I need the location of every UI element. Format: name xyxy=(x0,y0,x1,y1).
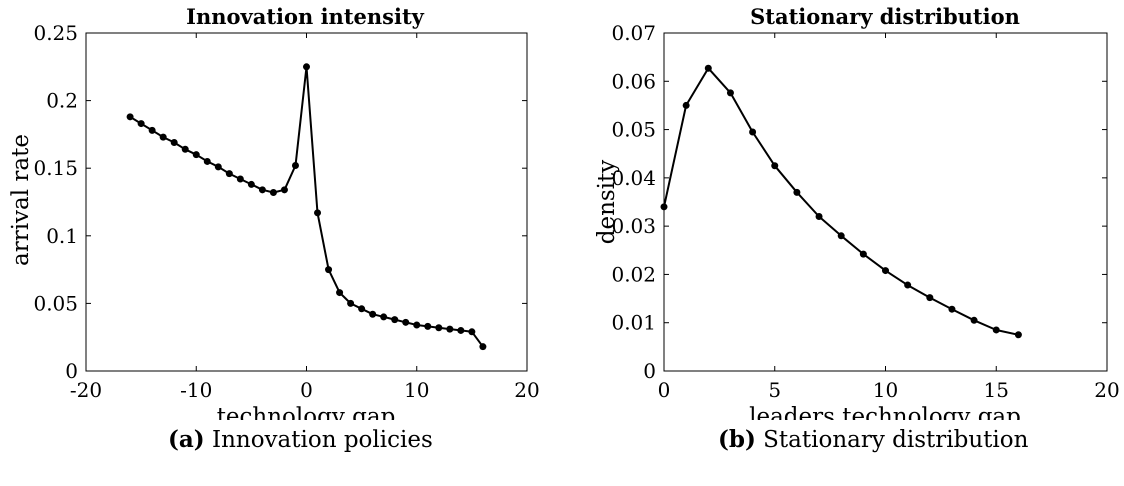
y-tick-label: 0.07 xyxy=(611,21,656,45)
data-point xyxy=(815,212,823,220)
y-axis-label: arrival rate xyxy=(8,134,34,266)
y-axis-label: density xyxy=(594,160,620,245)
data-point xyxy=(749,128,757,136)
y-tick-label: 0.03 xyxy=(611,214,656,238)
data-point xyxy=(660,203,668,211)
y-tick-label: 0.05 xyxy=(33,291,78,315)
data-point xyxy=(926,294,934,302)
data-point xyxy=(402,318,410,326)
data-point xyxy=(726,89,734,97)
x-tick-label: 10 xyxy=(873,378,898,402)
x-tick-label: -20 xyxy=(70,378,102,402)
chart-stationary-distribution: Stationary distribution 0 0.01 0.02 0.03 0.0… xyxy=(594,4,1120,420)
data-point xyxy=(837,232,845,240)
data-point xyxy=(203,157,211,165)
data-point xyxy=(479,343,487,351)
y-axis-ticks: 0 0.05 0.1 0.15 0.2 0.25 xyxy=(33,21,527,383)
x-axis-ticks: -20 -10 0 10 20 xyxy=(70,33,540,402)
data-point xyxy=(358,305,366,313)
data-point xyxy=(280,186,288,194)
caption-text: Stationary distribution xyxy=(763,427,1029,453)
data-point xyxy=(137,120,145,128)
x-tick-label: -10 xyxy=(180,378,212,402)
data-point xyxy=(1014,331,1022,339)
caption-tag: (a) xyxy=(168,426,205,453)
y-tick-label: 0.04 xyxy=(611,166,656,190)
caption-b: (b) Stationary distribution xyxy=(718,426,1028,453)
data-point xyxy=(413,321,421,329)
x-tick-label: 5 xyxy=(768,378,781,402)
data-point xyxy=(682,101,690,109)
data-point xyxy=(236,175,244,183)
x-tick-label: 20 xyxy=(514,378,539,402)
series-layer xyxy=(126,63,487,351)
y-tick-label: 0.01 xyxy=(611,311,656,335)
series-layer xyxy=(660,64,1022,339)
y-tick-label: 0.25 xyxy=(33,21,78,45)
data-point xyxy=(468,328,476,336)
data-point xyxy=(269,189,277,197)
data-point xyxy=(369,310,377,318)
x-tick-label: 15 xyxy=(984,378,1009,402)
data-point xyxy=(446,325,454,333)
caption-tag: (b) xyxy=(718,426,756,453)
data-point xyxy=(904,281,912,289)
data-point xyxy=(859,250,867,258)
x-axis-label: technology gap xyxy=(217,404,396,420)
x-axis-label: leaders technology gap xyxy=(749,404,1021,420)
data-point xyxy=(771,162,779,170)
data-point xyxy=(181,145,189,153)
plot-area-frame xyxy=(663,32,1108,372)
data-point xyxy=(225,170,233,178)
series-line xyxy=(663,67,1019,336)
x-tick-label: 0 xyxy=(300,378,313,402)
data-point xyxy=(325,266,333,274)
y-tick-label: 0 xyxy=(65,359,78,383)
data-point xyxy=(258,186,266,194)
y-axis-ticks: 0 0.01 0.02 0.03 0.04 0.05 0.06 0.07 xyxy=(611,21,1107,383)
data-point xyxy=(159,133,167,141)
data-point xyxy=(148,126,156,134)
x-tick-label: 10 xyxy=(404,378,429,402)
x-tick-label: 0 xyxy=(658,378,671,402)
data-point xyxy=(424,322,432,330)
y-tick-label: 0.05 xyxy=(611,118,656,142)
data-point xyxy=(170,139,178,147)
chart-innovation-intensity: Innovation intensity 0 0.05 0.1 0.15 0.2 0.25… xyxy=(8,4,540,420)
data-point xyxy=(192,151,200,159)
plot-area-frame xyxy=(85,32,528,372)
data-point xyxy=(247,180,255,188)
series-line xyxy=(129,65,484,348)
chart-title: Innovation intensity xyxy=(186,4,425,29)
y-tick-label: 0.06 xyxy=(611,69,656,93)
data-point xyxy=(391,316,399,324)
figure: Innovation intensity 0 0.05 0.1 0.15 0.2 0.25… xyxy=(8,4,1120,420)
data-point xyxy=(704,64,712,72)
data-point xyxy=(291,161,299,169)
data-point xyxy=(347,299,355,307)
y-tick-label: 0.2 xyxy=(46,89,78,113)
caption-text: Innovation policies xyxy=(211,427,433,453)
data-point xyxy=(457,326,465,334)
y-tick-label: 0 xyxy=(643,359,656,383)
data-point xyxy=(992,326,1000,334)
data-point xyxy=(380,313,388,321)
y-tick-label: 0.1 xyxy=(46,224,78,248)
data-point xyxy=(303,63,310,71)
data-point xyxy=(336,289,344,297)
data-point xyxy=(314,209,322,217)
x-axis-ticks: 0 5 10 15 20 xyxy=(658,33,1120,402)
data-point xyxy=(793,188,801,196)
data-point xyxy=(948,305,956,313)
data-point xyxy=(435,324,443,332)
data-point xyxy=(214,163,222,171)
y-tick-label: 0.02 xyxy=(611,262,656,286)
chart-title: Stationary distribution xyxy=(750,4,1020,29)
data-point xyxy=(970,316,978,324)
data-point xyxy=(126,113,134,121)
x-tick-label: 20 xyxy=(1094,378,1119,402)
data-point xyxy=(882,267,889,275)
y-tick-label: 0.15 xyxy=(33,156,78,180)
caption-a: (a) Innovation policies xyxy=(168,426,433,453)
